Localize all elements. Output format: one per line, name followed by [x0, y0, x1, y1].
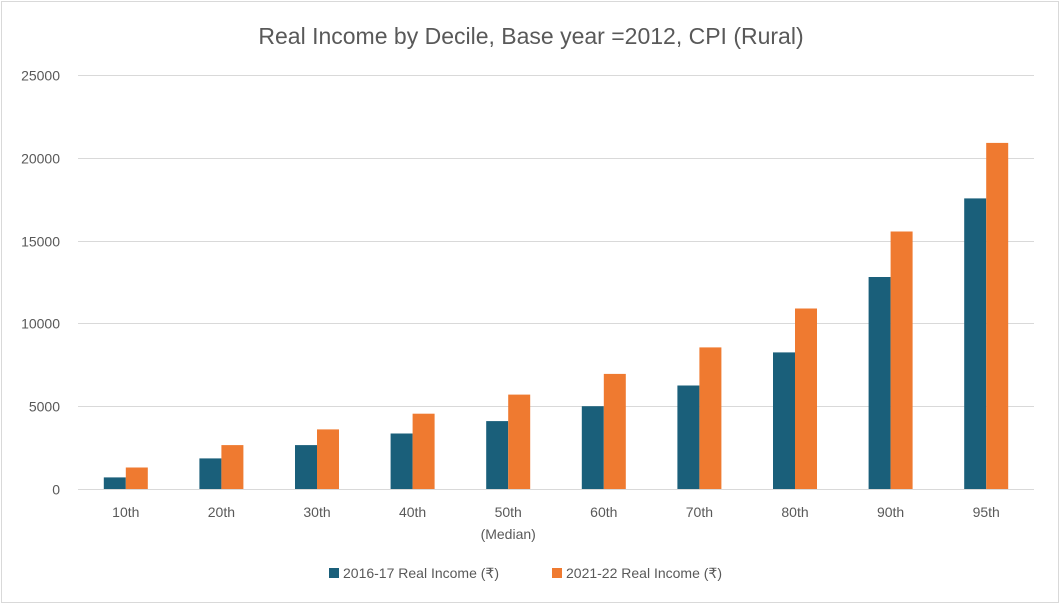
bar-2021-22-80th — [795, 308, 817, 489]
legend: 2016-17 Real Income (₹) 2021-22 Real Inc… — [329, 565, 722, 581]
bar-2016-17-70th — [677, 385, 700, 489]
bar-2016-17-50th — [486, 421, 509, 489]
x-axis-ticks: 10th 20th 30th 40th 50th (Median) 60th 70th 80th… — [112, 504, 1000, 542]
bar-2016-17-30th — [295, 445, 317, 489]
y-tick-label: 5000 — [29, 399, 60, 415]
bar-2021-22-30th — [317, 429, 339, 489]
x-tick-label: 70th — [686, 504, 713, 520]
bar-2021-22-95th — [986, 142, 1009, 489]
chart-title: Real Income by Decile, Base year =2012, … — [258, 23, 803, 49]
legend-label-2021-22: 2021-22 Real Income (₹) — [566, 565, 722, 581]
bar-2021-22-40th — [412, 413, 435, 489]
bar-2016-17-20th — [199, 458, 222, 489]
x-tick-label: 20th — [208, 504, 235, 520]
x-tick-label: 50th — [495, 504, 522, 520]
bars — [103, 142, 1009, 489]
legend-swatch-2021-22 — [552, 568, 562, 578]
bar-2016-17-95th — [964, 198, 987, 489]
bar-2016-17-90th — [868, 277, 891, 489]
x-tick-label: (Median) — [481, 526, 536, 542]
x-tick-label: 90th — [877, 504, 904, 520]
bar-2021-22-20th — [221, 445, 244, 489]
y-tick-label: 10000 — [21, 316, 60, 332]
bar-2021-22-60th — [603, 373, 626, 489]
bar-2021-22-90th — [890, 231, 913, 489]
bar-2016-17-10th — [103, 477, 126, 489]
y-tick-label: 0 — [52, 482, 60, 498]
x-tick-label: 95th — [973, 504, 1000, 520]
bar-2016-17-80th — [773, 352, 795, 489]
bar-2016-17-40th — [390, 433, 413, 489]
x-tick-label: 30th — [303, 504, 330, 520]
x-tick-label: 40th — [399, 504, 426, 520]
bar-2021-22-10th — [125, 467, 148, 489]
x-tick-label: 80th — [781, 504, 808, 520]
bar-2021-22-70th — [699, 347, 722, 489]
legend-swatch-2016-17 — [329, 568, 339, 578]
y-tick-label: 15000 — [21, 234, 60, 250]
bar-2016-17-60th — [581, 406, 604, 489]
y-axis-ticks: 0 5000 10000 15000 20000 25000 — [21, 68, 60, 498]
y-tick-label: 20000 — [21, 151, 60, 167]
x-tick-label: 10th — [112, 504, 139, 520]
x-tick-label: 60th — [590, 504, 617, 520]
y-tick-label: 25000 — [21, 68, 60, 84]
legend-label-2016-17: 2016-17 Real Income (₹) — [343, 565, 499, 581]
bar-2021-22-50th — [508, 394, 531, 489]
